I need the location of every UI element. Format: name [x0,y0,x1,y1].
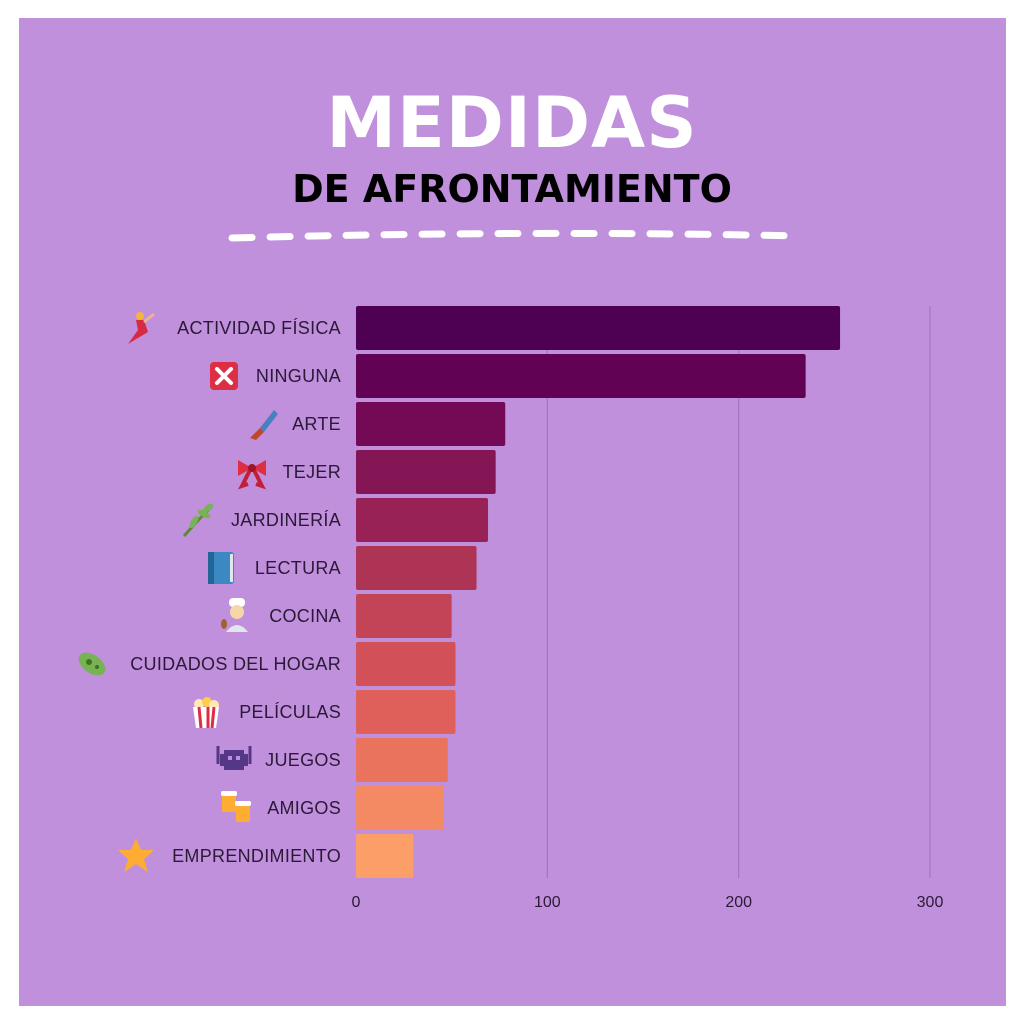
x-tick-label: 0 [352,894,361,911]
bar [356,738,448,782]
category-icons [78,312,278,872]
category-label: ARTE [292,414,341,434]
category-label: AMIGOS [267,798,341,818]
bar [356,690,456,734]
space-invader-icon [216,746,252,770]
cross-mark-icon [210,362,238,390]
dancer-icon [128,312,155,344]
infographic-card [19,18,1006,1006]
category-label: PELÍCULAS [239,702,341,722]
bar [356,786,445,830]
bar [356,450,496,494]
bar [356,306,841,350]
cook-icon [221,598,248,632]
dash-stroke [228,229,804,242]
microbe-icon [78,652,106,676]
chart-subtitle: DE AFRONTAMIENTO [292,167,732,211]
category-label: JUEGOS [265,750,341,770]
bars [356,306,841,878]
ribbon-icon [238,460,266,490]
star-icon [118,838,154,872]
bar [356,498,489,542]
herb-icon [182,503,214,537]
category-label: EMPRENDIMIENTO [172,846,341,866]
bar [356,354,806,398]
gridlines [546,306,931,878]
bar [356,834,414,878]
bar [356,402,506,446]
category-label: TEJER [282,462,341,482]
book-icon [208,552,234,584]
x-tick-label: 200 [725,894,752,911]
decorative-dashed-line [228,229,804,242]
bar [356,594,452,638]
popcorn-icon [193,697,219,729]
bar [356,546,477,590]
category-label: NINGUNA [256,366,341,386]
category-label: LECTURA [255,558,341,578]
category-label: JARDINERÍA [231,510,341,530]
x-tick-label: 300 [917,894,944,911]
bar [356,642,456,686]
x-tick-label: 100 [534,894,561,911]
category-labels: ACTIVIDAD FÍSICA NINGUNA ARTE TEJER JARDINER… [130,318,341,866]
category-label: COCINA [269,606,341,626]
chart-title: MEDIDAS [326,82,698,164]
category-label: ACTIVIDAD FÍSICA [177,318,341,338]
x-axis-ticks: 0 100 200 300 [352,894,944,911]
beer-mugs-icon [221,791,251,822]
paintbrush-icon [250,410,278,440]
category-label: CUIDADOS DEL HOGAR [130,654,341,674]
